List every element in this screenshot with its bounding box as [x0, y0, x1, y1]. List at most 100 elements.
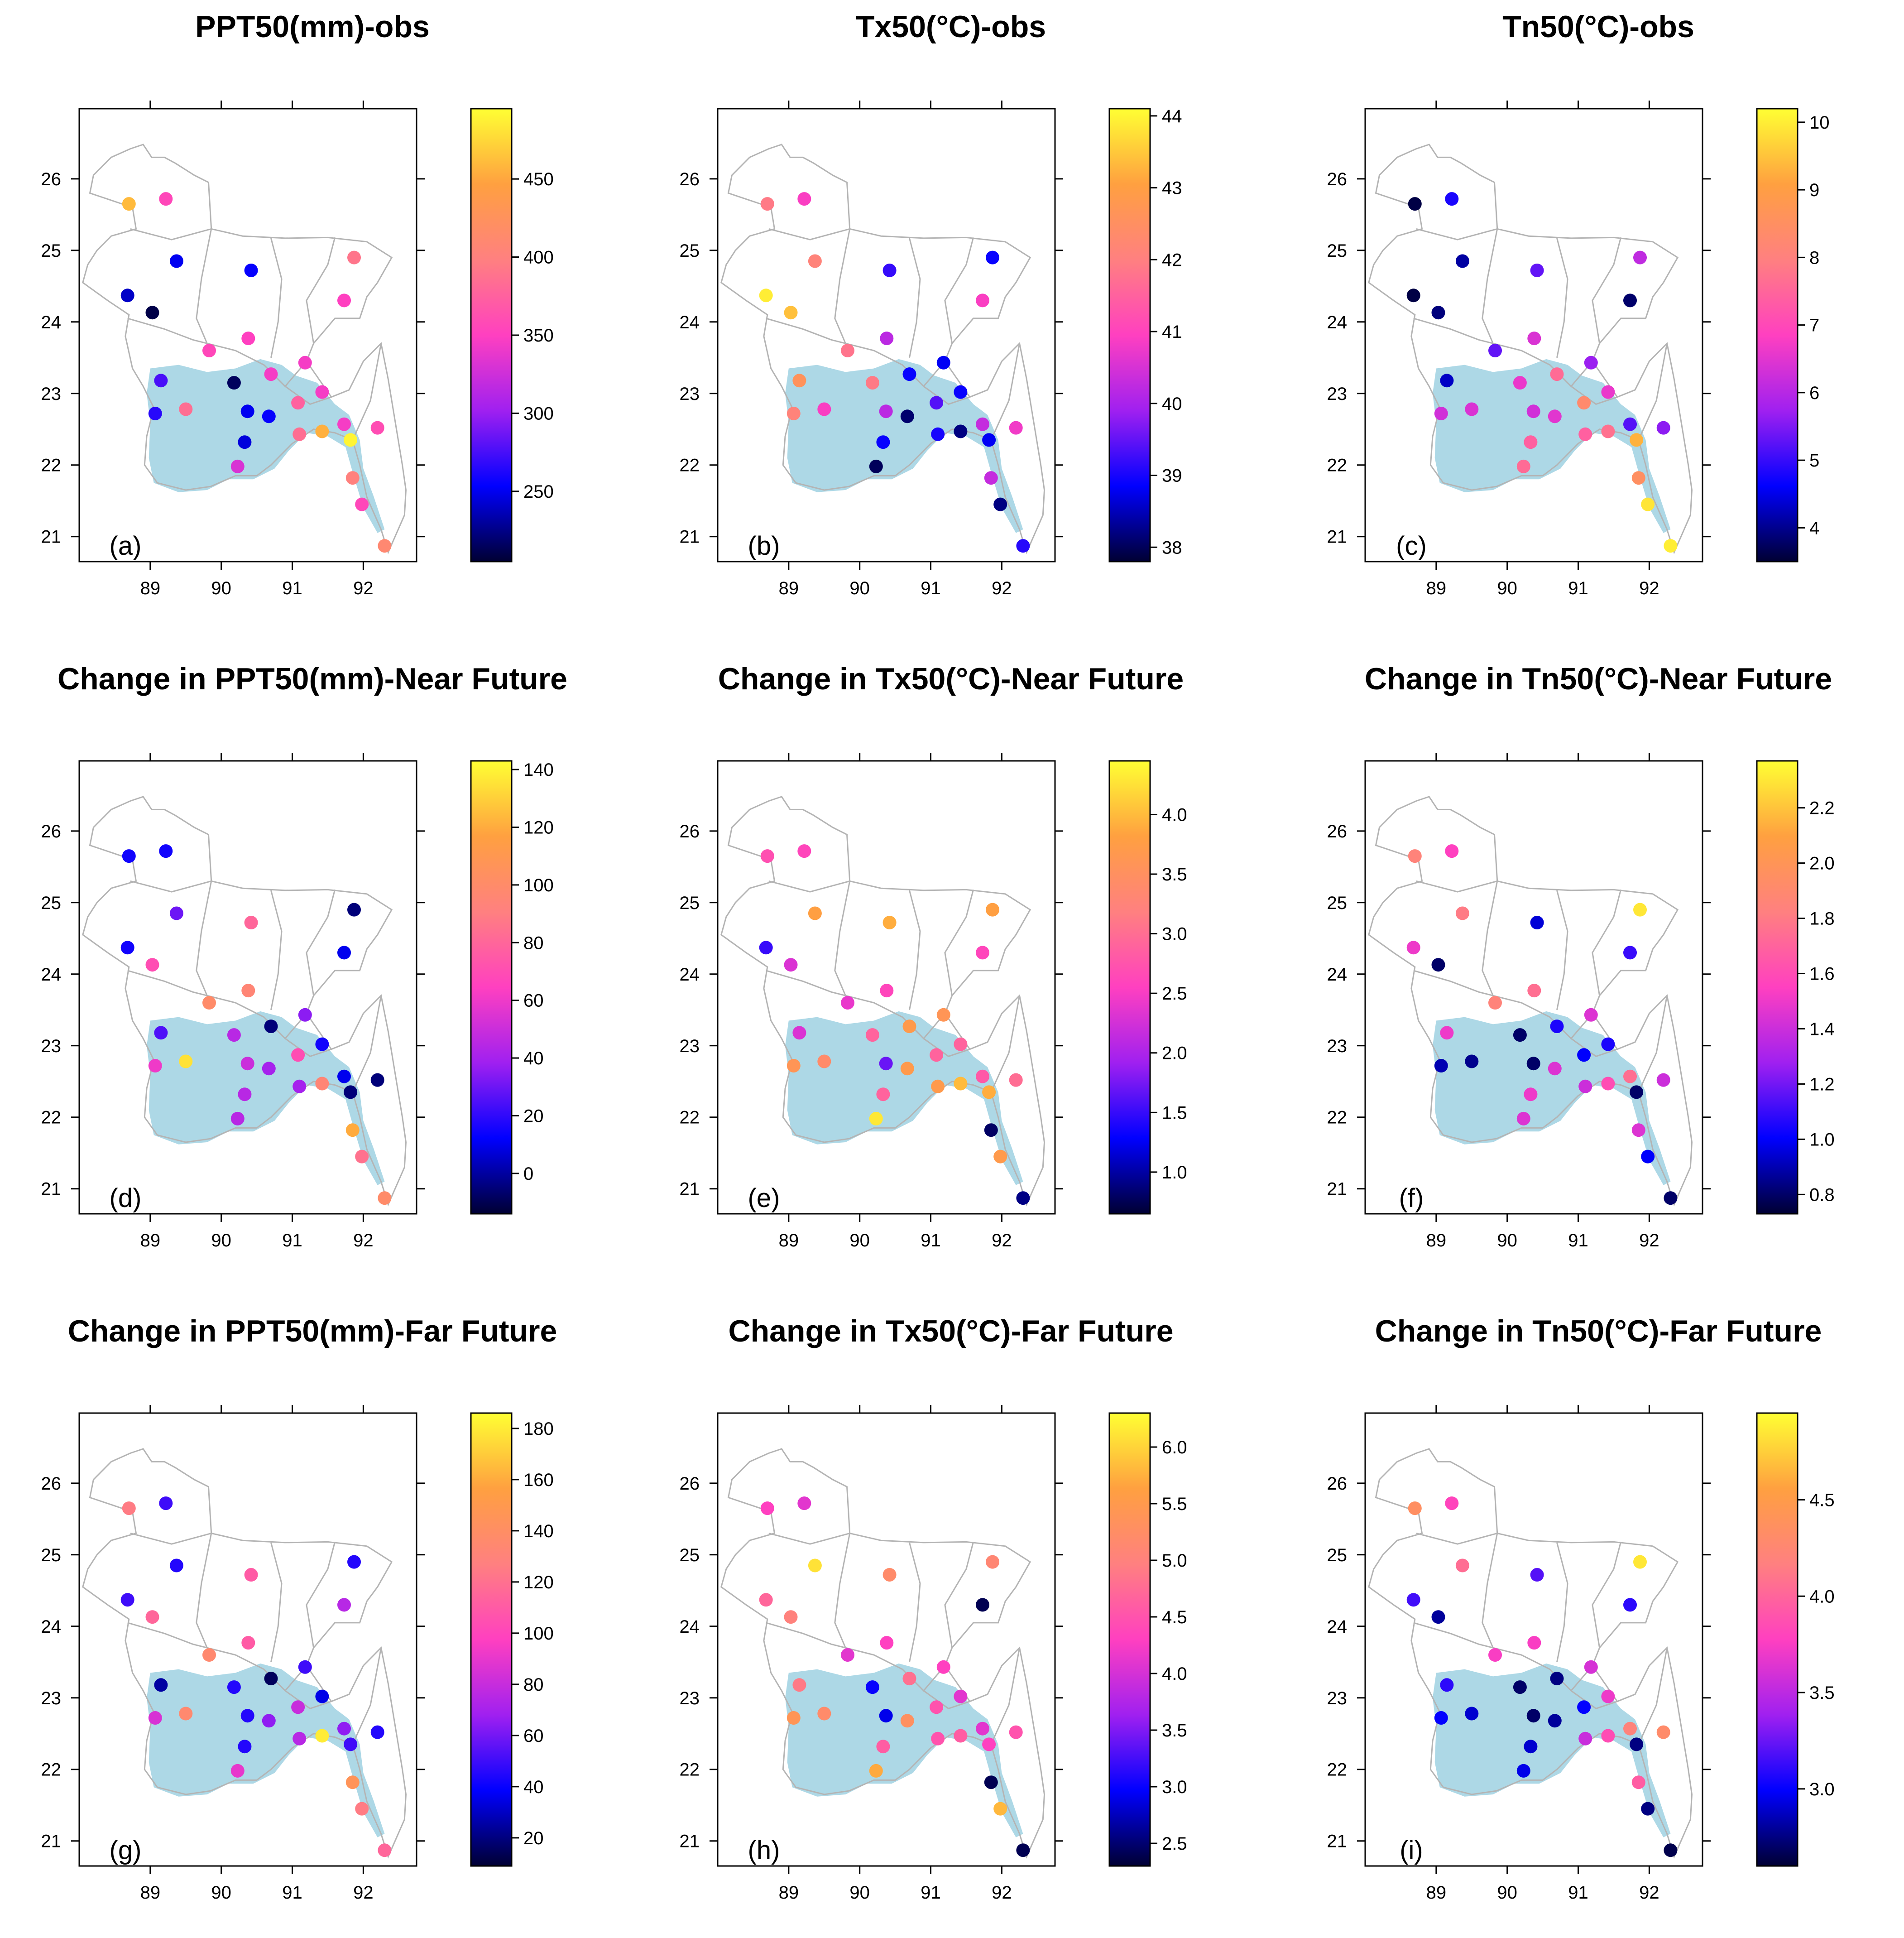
station-point — [1548, 409, 1562, 423]
station-point — [1584, 1660, 1598, 1674]
colorbar-tick-label: 7 — [1809, 316, 1819, 336]
division-boundary — [834, 881, 851, 996]
station-point — [1445, 192, 1459, 206]
panel-letter: (g) — [110, 1836, 142, 1865]
colorbar-tick-label: 1.5 — [1162, 1103, 1187, 1123]
y-tick-label: 25 — [41, 241, 62, 261]
station-point — [370, 1725, 384, 1739]
division-boundary — [1413, 970, 1493, 996]
colorbar-tick-label: 43 — [1162, 178, 1182, 198]
station-point — [976, 417, 989, 431]
station-point — [976, 946, 989, 960]
station-point — [227, 376, 241, 390]
station-point — [1530, 264, 1544, 277]
y-tick-label: 25 — [1327, 893, 1348, 913]
station-point — [869, 1111, 883, 1125]
station-point — [1527, 332, 1541, 346]
division-boundary — [768, 228, 850, 240]
panel-title: Change in Tn50(°C)-Far Future — [1375, 1314, 1822, 1348]
colorbar-tick-label: 41 — [1162, 322, 1182, 342]
colorbar-tick-label: 400 — [523, 248, 554, 268]
colorbar-tick-label: 5.5 — [1162, 1494, 1187, 1514]
station-point — [993, 1149, 1007, 1164]
station-point — [291, 1048, 305, 1062]
colorbar-tick-label: 180 — [523, 1419, 554, 1439]
division-boundary — [845, 1647, 946, 1692]
division-boundary — [834, 1533, 851, 1648]
x-tick-label: 92 — [992, 578, 1012, 598]
station-point — [1578, 1079, 1592, 1093]
station-point — [865, 1028, 879, 1042]
station-point — [378, 1843, 392, 1857]
station-point — [159, 844, 173, 858]
station-point — [1431, 958, 1445, 972]
station-point — [1513, 1028, 1527, 1042]
map-plot: 21 22 23 24 25 26 89 90 91 92 (d) 0 20 40 60 80 100 120 14… — [41, 753, 554, 1250]
panel-letter: (b) — [748, 531, 780, 561]
station-point — [241, 984, 255, 998]
station-point — [1656, 1073, 1670, 1087]
station-point — [1631, 1775, 1645, 1789]
y-tick-label: 24 — [1327, 313, 1348, 332]
panel-letter: (e) — [748, 1183, 780, 1213]
x-tick-label: 89 — [1426, 578, 1447, 598]
station-point — [1623, 946, 1637, 960]
station-point — [145, 958, 159, 972]
station-point — [120, 1593, 134, 1607]
division-boundary — [768, 1532, 850, 1545]
station-point — [1656, 421, 1670, 435]
colorbar-tick-label: 3.0 — [1809, 1779, 1835, 1799]
division-boundary — [352, 343, 382, 441]
station-point — [378, 1191, 392, 1205]
station-point — [370, 421, 384, 435]
division-boundary — [990, 343, 1021, 441]
colorbar-tick-label: 3.0 — [1162, 924, 1187, 944]
colorbar-tick-label: 350 — [523, 326, 554, 346]
station-point — [882, 916, 897, 929]
x-tick-label: 92 — [353, 1883, 374, 1903]
station-point — [1550, 367, 1564, 381]
station-point — [841, 344, 854, 357]
colorbar-tick-label: 0 — [523, 1164, 533, 1184]
station-point — [1434, 1711, 1448, 1725]
colorbar-tick-label: 10 — [1809, 113, 1830, 133]
x-tick-label: 90 — [211, 578, 231, 598]
division-boundary — [196, 229, 212, 344]
station-point — [882, 264, 897, 277]
division-boundary — [923, 1690, 970, 1710]
station-point — [1009, 1073, 1023, 1087]
station-point — [148, 1059, 162, 1072]
panel-i: Change in Tn50(°C)-Far Future 21 22 23 24 25 2… — [1286, 1304, 1904, 1929]
station-point — [880, 332, 894, 346]
y-tick-label: 24 — [41, 965, 62, 985]
station-point — [1601, 1729, 1615, 1743]
station-point — [784, 1610, 798, 1624]
colorbar-tick-label: 3.5 — [1809, 1683, 1835, 1703]
station-point — [244, 264, 258, 277]
station-point — [759, 289, 773, 303]
station-point — [154, 1678, 168, 1692]
colorbar-tick-label: 2.5 — [1162, 984, 1187, 1004]
station-point — [1455, 254, 1469, 268]
station-point — [792, 1678, 806, 1692]
y-tick-label: 21 — [680, 1832, 700, 1851]
y-tick-label: 26 — [680, 822, 700, 842]
x-tick-label: 90 — [849, 578, 870, 598]
y-tick-label: 24 — [680, 313, 700, 332]
y-tick-label: 21 — [41, 1832, 62, 1851]
y-tick-label: 26 — [680, 169, 700, 189]
station-point — [227, 1680, 241, 1694]
coastal-zone — [1433, 1011, 1671, 1185]
station-point — [1513, 376, 1527, 390]
division-boundary — [306, 890, 336, 996]
plot-frame — [78, 108, 417, 563]
x-tick-label: 92 — [353, 1231, 374, 1250]
coastal-zone — [785, 359, 1023, 533]
station-point — [760, 849, 774, 863]
division-boundary — [944, 1542, 974, 1648]
colorbar-tick-label: 40 — [523, 1048, 544, 1068]
y-tick-label: 23 — [41, 384, 62, 404]
map-plot: 21 22 23 24 25 26 89 90 91 92 (a) 250 300 350 400 450 — [41, 101, 554, 598]
station-point — [876, 1740, 890, 1754]
station-point — [880, 984, 894, 998]
